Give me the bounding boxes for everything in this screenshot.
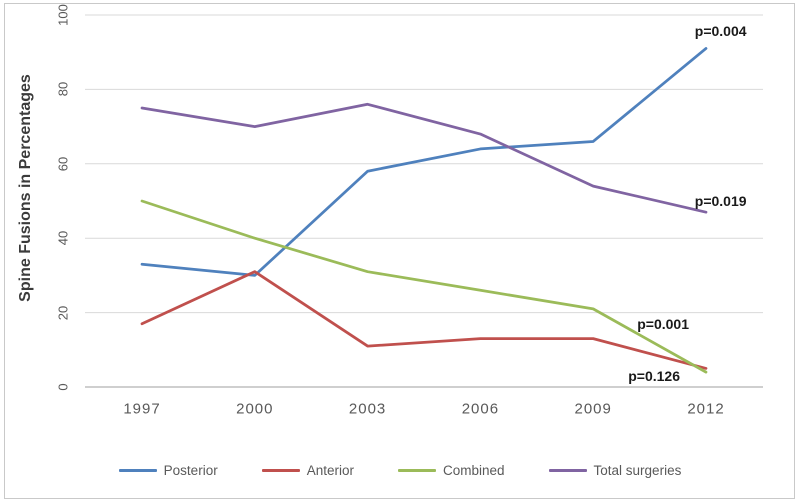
y-axis-title: Spine Fusions in Percentages — [17, 74, 34, 302]
x-tick-label-2003: 2003 — [348, 400, 387, 418]
x-tick-label-2012: 2012 — [687, 400, 725, 418]
legend-line-swatch — [261, 468, 300, 472]
series-line-posterior — [140, 47, 708, 277]
y-tick-label-100: 100 — [55, 4, 71, 26]
y-tick-label-60: 60 — [55, 156, 71, 172]
y-tick-label-80: 80 — [55, 82, 71, 97]
x-tick-label-2009: 2009 — [574, 400, 612, 418]
y-tick-label-40: 40 — [55, 230, 71, 246]
legend-item-total-surgeries: Total surgeries — [548, 462, 682, 478]
p-value-annotation-anterior: p=0.126 — [628, 367, 680, 384]
legend-label: Combined — [442, 462, 505, 478]
legend-line-swatch — [397, 468, 436, 472]
series-line-total-surgeries — [140, 102, 708, 214]
series-line-anterior — [140, 270, 708, 370]
series-line-combined — [140, 199, 708, 374]
p-value-annotation-posterior: p=0.004 — [694, 22, 747, 39]
y-tick-label-20: 20 — [55, 305, 71, 320]
chart-legend: Posterior Anterior Combined Total surgeries — [0, 458, 800, 482]
x-tick-label-1997: 1997 — [123, 400, 161, 418]
legend-item-anterior: Anterior — [261, 462, 354, 478]
x-tick-label-2000: 2000 — [236, 400, 274, 418]
p-value-annotation-combined: p=0.001 — [637, 316, 690, 333]
x-tick-label-2006: 2006 — [461, 400, 500, 418]
legend-label: Anterior — [306, 462, 354, 478]
legend-label: Total surgeries — [593, 462, 682, 478]
legend-item-posterior: Posterior — [118, 462, 218, 478]
legend-label: Posterior — [163, 462, 218, 478]
p-value-annotation-total-surgeries: p=0.019 — [694, 193, 747, 209]
legend-line-swatch — [548, 468, 587, 472]
y-tick-label-0: 0 — [55, 383, 71, 391]
legend-item-combined: Combined — [397, 462, 505, 478]
legend-line-swatch — [118, 468, 157, 472]
